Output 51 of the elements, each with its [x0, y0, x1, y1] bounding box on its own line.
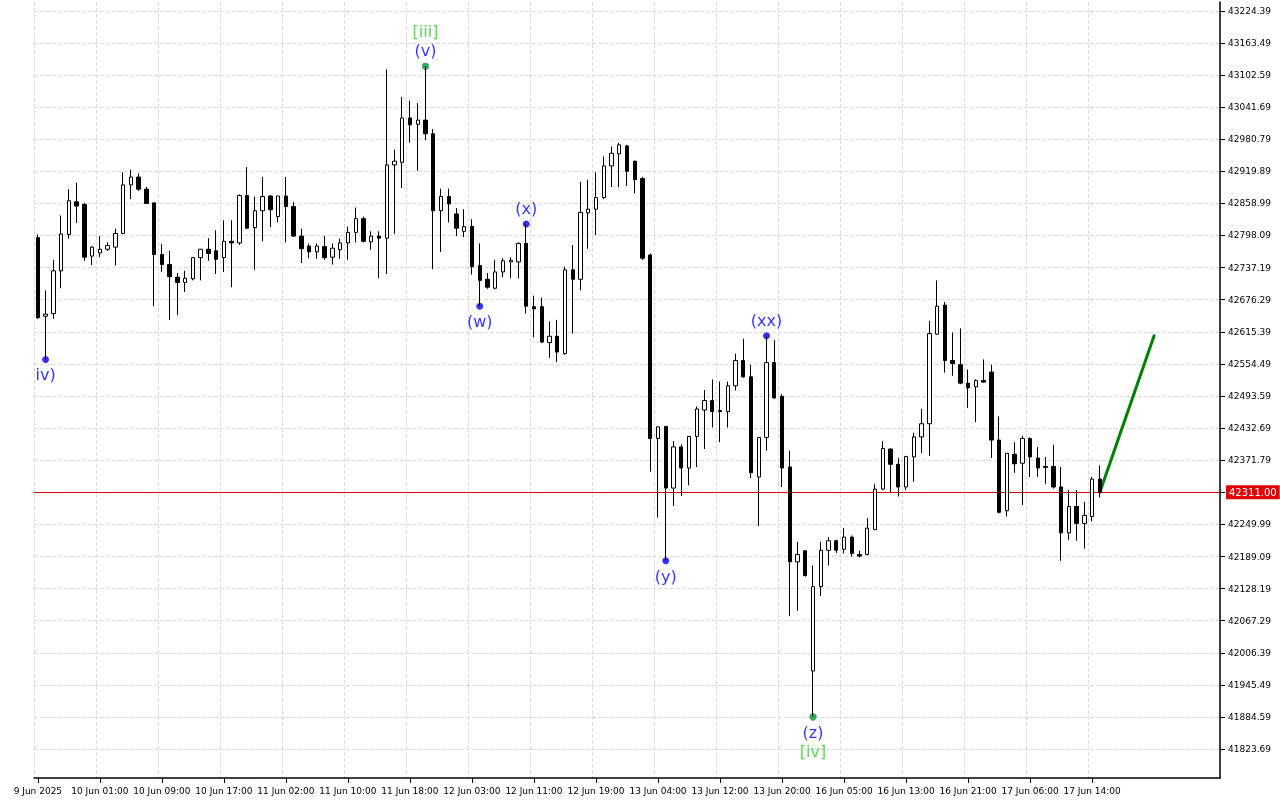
x-tick-label: 10 Jun 17:00 — [195, 785, 253, 796]
y-tick-label: 42249.99 — [1228, 519, 1272, 530]
y-tick-label: 43163.49 — [1228, 37, 1272, 48]
x-tick-label: 11 Jun 10:00 — [319, 785, 377, 796]
y-tick-label: 42189.09 — [1228, 551, 1272, 562]
ref-line-label: 42311.00 — [1229, 486, 1277, 498]
data-label: (x) — [515, 198, 538, 218]
y-tick-label: 42676.29 — [1228, 294, 1272, 305]
x-tick-label: 10 Jun 01:00 — [71, 785, 129, 796]
y-tick-label: 43041.69 — [1228, 102, 1272, 113]
y-tick-label: 42980.79 — [1228, 134, 1272, 145]
y-tick-label: 41884.59 — [1228, 712, 1272, 723]
y-tick-label: 42432.69 — [1228, 423, 1272, 434]
x-tick-label: 13 Jun 20:00 — [753, 785, 811, 796]
y-tick-label: 42128.19 — [1228, 583, 1272, 594]
data-label: (v) — [414, 41, 437, 61]
x-tick-label: 12 Jun 19:00 — [567, 785, 625, 796]
x-tick-label: 9 Jun 2025 — [13, 785, 63, 796]
data-label: (xx) — [750, 310, 783, 330]
y-tick-label: 43224.39 — [1228, 5, 1272, 16]
y-tick-label: 42067.29 — [1228, 615, 1272, 626]
data-label: [iv] — [799, 741, 827, 761]
x-tick-label: 11 Jun 02:00 — [257, 785, 315, 796]
x-tick-label: 13 Jun 12:00 — [691, 785, 749, 796]
x-tick-label: 17 Jun 14:00 — [1063, 785, 1121, 796]
x-tick-label: 16 Jun 13:00 — [877, 785, 935, 796]
y-tick-label: 42615.39 — [1228, 326, 1272, 337]
data-label: iv) — [35, 365, 56, 385]
data-label: (z) — [802, 722, 824, 742]
y-tick-label: 42858.99 — [1228, 198, 1272, 209]
y-tick-label: 42371.79 — [1228, 455, 1272, 466]
x-tick-label: 12 Jun 11:00 — [505, 785, 563, 796]
x-tick-label: 11 Jun 18:00 — [381, 785, 439, 796]
y-tick-label: 42798.09 — [1228, 230, 1272, 241]
x-tick-label: 16 Jun 21:00 — [939, 785, 997, 796]
y-tick-label: 41823.69 — [1228, 744, 1272, 755]
y-tick-label: 42006.39 — [1228, 647, 1272, 658]
y-tick-label: 42737.19 — [1228, 262, 1272, 273]
y-tick-label: 43102.59 — [1228, 69, 1272, 80]
x-tick-label: 17 Jun 06:00 — [1001, 785, 1059, 796]
x-tick-label: 16 Jun 05:00 — [815, 785, 873, 796]
x-tick-label: 10 Jun 09:00 — [133, 785, 191, 796]
y-tick-label: 42919.89 — [1228, 166, 1272, 177]
x-tick-label: 13 Jun 04:00 — [629, 785, 687, 796]
data-label: (w) — [466, 312, 493, 332]
data-label: (y) — [654, 566, 677, 586]
x-tick-label: 12 Jun 03:00 — [443, 785, 501, 796]
y-tick-label: 42493.59 — [1228, 391, 1272, 402]
y-tick-label: 41945.49 — [1228, 679, 1272, 690]
data-label: [iii] — [412, 22, 439, 42]
y-tick-label: 42554.49 — [1228, 358, 1272, 369]
